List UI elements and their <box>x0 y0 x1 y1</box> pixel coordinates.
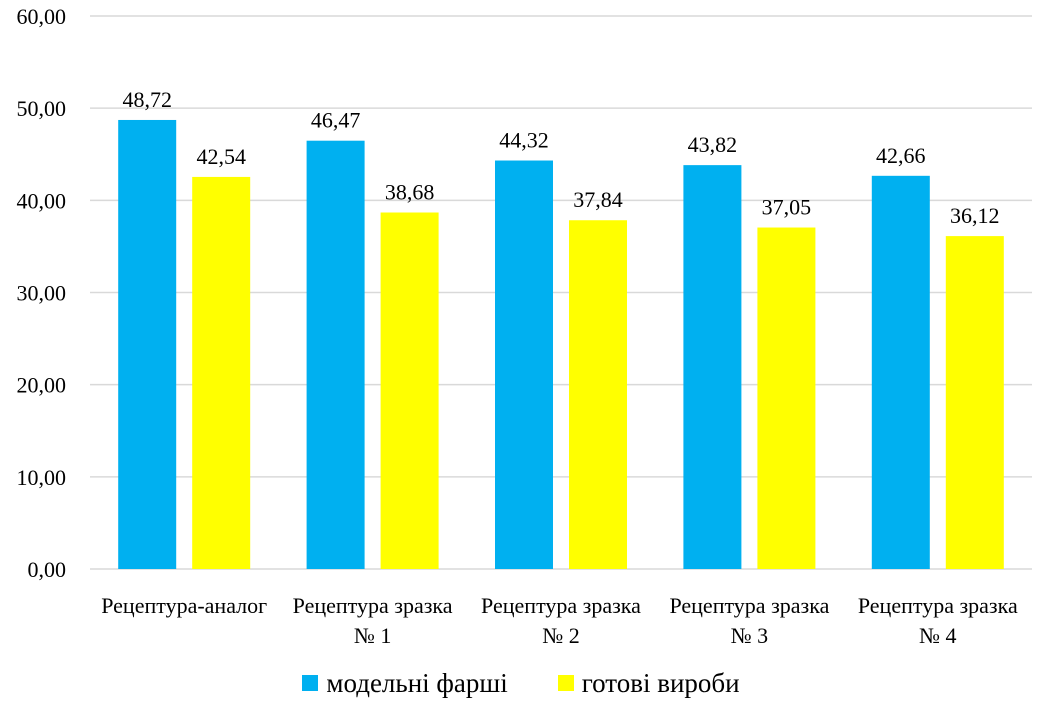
bar <box>380 212 439 569</box>
x-tick-label: Рецептура зразка <box>293 593 453 618</box>
x-tick-label: Рецептура зразка <box>481 593 641 618</box>
x-tick-label: № 2 <box>542 623 580 648</box>
y-tick-label: 60,00 <box>17 4 67 29</box>
data-label: 36,12 <box>950 203 1000 228</box>
x-tick-label: № 4 <box>919 623 957 648</box>
data-label: 37,05 <box>762 195 812 220</box>
bar-chart: 0,00 10,00 20,00 30,00 40,00 50,00 60,00 48,72 4… <box>17 4 1032 648</box>
y-tick-label: 40,00 <box>17 188 67 213</box>
y-tick-label: 0,00 <box>28 557 67 582</box>
legend-label-series-1: модельні фарші <box>326 667 508 698</box>
x-tick-label: № 3 <box>731 623 769 648</box>
y-tick-label: 50,00 <box>17 96 67 121</box>
bar <box>945 236 1004 569</box>
legend: модельні фарші готові вироби <box>0 668 1042 698</box>
data-label: 44,32 <box>499 128 549 153</box>
bar <box>757 227 816 569</box>
bar <box>192 176 251 569</box>
y-tick-label: 10,00 <box>17 465 67 490</box>
y-tick-label: 30,00 <box>17 281 67 306</box>
data-label: 37,84 <box>573 187 623 212</box>
y-tick-label: 20,00 <box>17 373 67 398</box>
legend-label-series-2: готові вироби <box>581 667 740 698</box>
bar <box>495 160 553 569</box>
legend-item-series-1: модельні фарші <box>302 667 508 699</box>
legend-item-series-2: готові вироби <box>557 667 740 699</box>
x-tick-label: № 1 <box>354 623 392 648</box>
data-label: 42,66 <box>876 143 926 168</box>
x-tick-label: Рецептура-аналог <box>101 593 267 618</box>
legend-swatch-series-2 <box>557 675 574 691</box>
legend-swatch-series-1 <box>302 675 319 691</box>
bar <box>118 119 177 570</box>
bar <box>306 140 365 569</box>
data-label: 43,82 <box>688 132 738 157</box>
bar <box>569 220 627 569</box>
data-label: 38,68 <box>385 179 435 204</box>
x-tick-label: Рецептура зразка <box>858 593 1018 618</box>
x-tick-label: Рецептура зразка <box>669 593 829 618</box>
bar <box>871 175 930 569</box>
bar <box>683 165 742 569</box>
data-label: 48,72 <box>122 87 172 112</box>
data-label: 46,47 <box>311 108 361 133</box>
data-label: 42,54 <box>196 144 246 169</box>
